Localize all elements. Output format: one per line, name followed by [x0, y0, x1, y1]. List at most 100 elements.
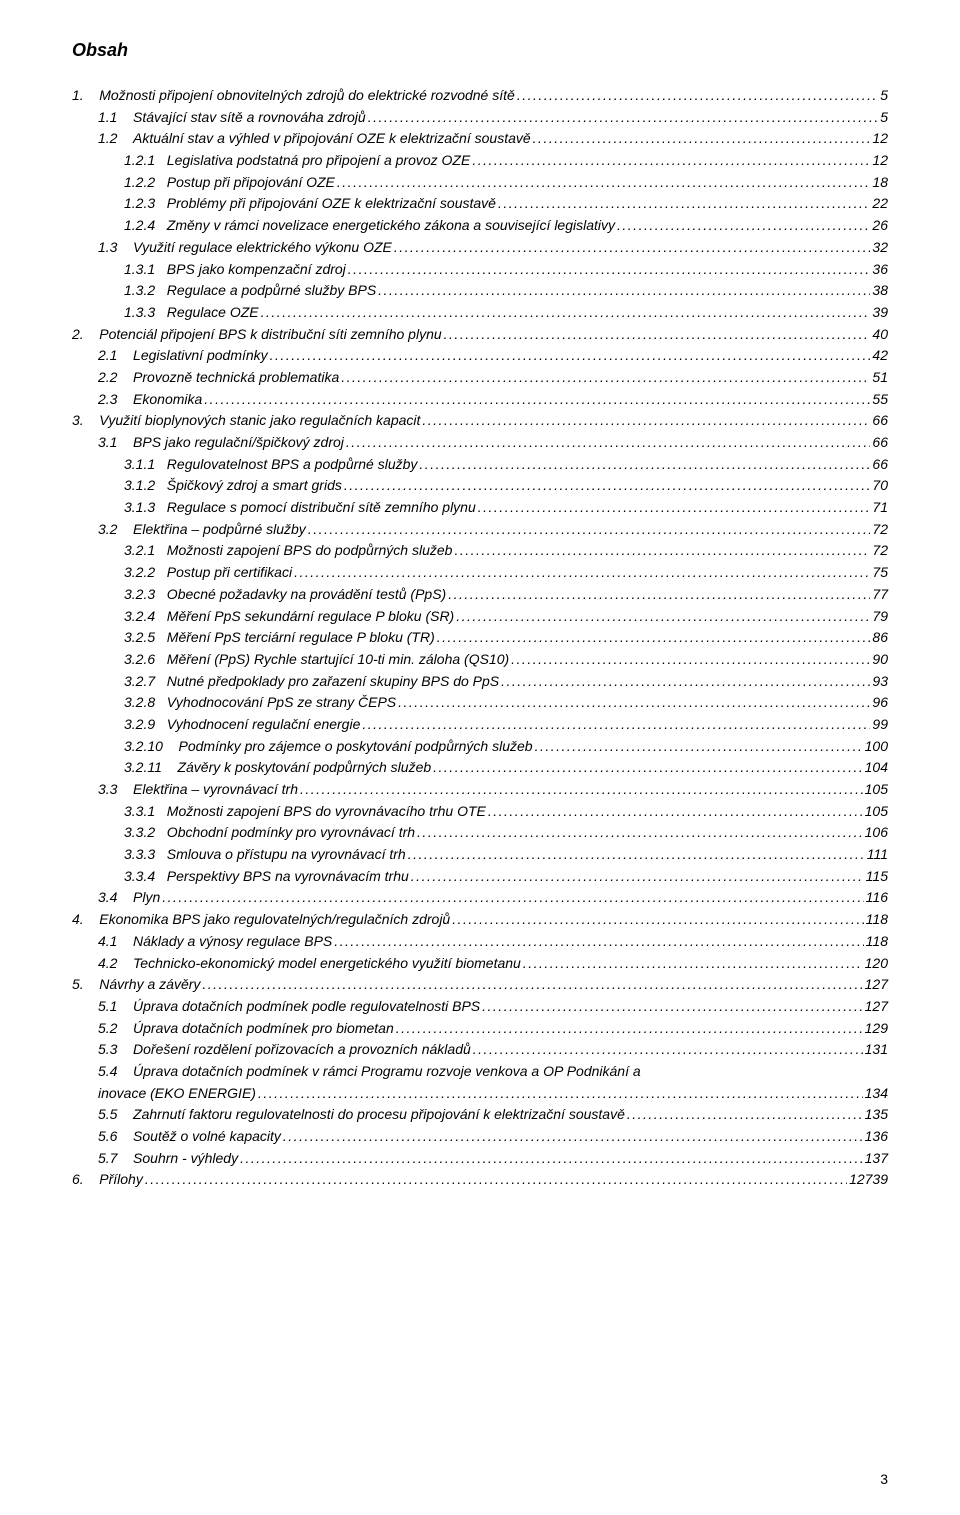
- toc-label: Vyhodnocení regulační energie: [155, 714, 360, 736]
- toc-number: 3.2.2: [124, 562, 155, 584]
- toc-entry: 3.2.2 Postup při certifikaci75: [72, 562, 888, 584]
- toc-label: Možnosti zapojení BPS do vyrovnávacího t…: [155, 801, 486, 823]
- toc-label: Obchodní podmínky pro vyrovnávací trh: [155, 822, 415, 844]
- toc-number: 1.2.3: [124, 193, 155, 215]
- toc-entry: 6. Přílohy12739: [72, 1169, 888, 1191]
- toc-page: 120: [865, 953, 888, 975]
- toc-number: 3.2: [98, 519, 117, 541]
- toc-number: 3.2.7: [124, 671, 155, 693]
- toc-label: Návrhy a závěry: [84, 974, 201, 996]
- toc-label: Stávající stav sítě a rovnováha zdrojů: [117, 107, 365, 129]
- toc-entry: 3.1.3 Regulace s pomocí distribuční sítě…: [72, 497, 888, 519]
- toc-entry: 3.3.3 Smlouva o přístupu na vyrovnávací …: [72, 844, 888, 866]
- toc-number: 3.1: [98, 432, 117, 454]
- toc-entry: 3.1 BPS jako regulační/špičkový zdroj66: [72, 432, 888, 454]
- toc-label: Možnosti připojení obnovitelných zdrojů …: [84, 85, 515, 107]
- toc-label: Problémy při připojování OZE k elektriza…: [155, 193, 496, 215]
- toc-leader-dots: [472, 150, 870, 172]
- toc-leader-dots: [337, 172, 871, 194]
- toc-entry: 5.4 Úprava dotačních podmínek v rámci Pr…: [72, 1061, 888, 1083]
- toc-label: Měření PpS terciární regulace P bloku (T…: [155, 627, 435, 649]
- toc-leader-dots: [488, 801, 863, 823]
- toc-leader-dots: [398, 692, 870, 714]
- toc-page: 72: [872, 519, 888, 541]
- toc-page: 134: [865, 1083, 888, 1105]
- toc-number: 2.: [72, 324, 84, 346]
- toc-label: BPS jako kompenzační zdroj: [155, 259, 346, 281]
- toc-entry: 3.2 Elektřina – podpůrné služby72: [72, 519, 888, 541]
- toc-label: Náklady a výnosy regulace BPS: [117, 931, 332, 953]
- toc-number: 5.1: [98, 996, 117, 1018]
- toc-number: 3.2.11: [124, 757, 162, 779]
- toc-number: 3.2.1: [124, 540, 155, 562]
- toc-entry: 4.2 Technicko-ekonomický model energetic…: [72, 953, 888, 975]
- toc-leader-dots: [394, 237, 871, 259]
- toc-page: 105: [865, 801, 888, 823]
- toc-label: Ekonomika BPS jako regulovatelných/regul…: [84, 909, 451, 931]
- toc-page: 12: [872, 150, 888, 172]
- toc-page: 90: [872, 649, 888, 671]
- toc-leader-dots: [452, 909, 863, 931]
- toc-page: 66: [872, 454, 888, 476]
- toc-leader-dots: [523, 953, 863, 975]
- toc-number: 3.2.10: [124, 736, 163, 758]
- toc-leader-dots: [346, 432, 871, 454]
- toc-entry: 5.1 Úprava dotačních podmínek podle regu…: [72, 996, 888, 1018]
- toc-label: Nutné předpoklady pro zařazení skupiny B…: [155, 671, 499, 693]
- toc-entry: 4.1 Náklady a výnosy regulace BPS118: [72, 931, 888, 953]
- toc-entry: 3.2.11 Závěry k poskytování podpůrných s…: [72, 757, 888, 779]
- toc-entry: 3.2.1 Možnosti zapojení BPS do podpůrnýc…: [72, 540, 888, 562]
- toc-number: 3.3: [98, 779, 117, 801]
- toc-page: 118: [866, 909, 888, 931]
- toc-number: 2.1: [98, 345, 117, 367]
- toc-entry: 4. Ekonomika BPS jako regulovatelných/re…: [72, 909, 888, 931]
- toc-leader-dots: [511, 649, 870, 671]
- toc-label: Závěry k poskytování podpůrných služeb: [162, 757, 431, 779]
- toc-entry: 1.3.1 BPS jako kompenzační zdroj36: [72, 259, 888, 281]
- toc-entry: 3.2.10 Podmínky pro zájemce o poskytován…: [72, 736, 888, 758]
- toc-entry: 1.1 Stávající stav sítě a rovnováha zdro…: [72, 107, 888, 129]
- toc-entry: 1.3 Využití regulace elektrického výkonu…: [72, 237, 888, 259]
- toc-label: Regulace s pomocí distribuční sítě zemní…: [155, 497, 476, 519]
- toc-number: 4.: [72, 909, 84, 931]
- toc-number: 1.2: [98, 128, 117, 150]
- toc-leader-dots: [517, 85, 878, 107]
- toc-entry: 5.7 Souhrn - výhledy137: [72, 1148, 888, 1170]
- toc-entry: 2. Potenciál připojení BPS k distribuční…: [72, 324, 888, 346]
- toc-leader-dots: [448, 584, 870, 606]
- toc-page: 111: [867, 844, 888, 866]
- toc-leader-dots: [283, 1126, 863, 1148]
- toc-label: Využití bioplynových stanic jako regulač…: [84, 410, 421, 432]
- toc-entry: 5.5 Zahrnutí faktoru regulovatelnosti do…: [72, 1104, 888, 1126]
- toc-number: 5.3: [98, 1039, 117, 1061]
- toc-page: 72: [872, 540, 888, 562]
- toc-leader-dots: [627, 1104, 863, 1126]
- toc-label: Perspektivy BPS na vyrovnávacím trhu: [155, 866, 409, 888]
- toc-label: Podmínky pro zájemce o poskytování podpů…: [163, 736, 533, 758]
- toc-page: 18: [872, 172, 888, 194]
- toc-entry: 1.2.4 Změny v rámci novelizace energetic…: [72, 215, 888, 237]
- toc-leader-dots: [368, 107, 879, 129]
- toc-label: Špičkový zdroj a smart grids: [155, 475, 342, 497]
- toc-entry: 2.1 Legislativní podmínky42: [72, 345, 888, 367]
- toc-leader-dots: [498, 193, 870, 215]
- toc-number: 5.4: [98, 1061, 117, 1083]
- toc-label: Možnosti zapojení BPS do podpůrných služ…: [155, 540, 452, 562]
- toc-number: 5.2: [98, 1018, 117, 1040]
- toc-label: Regulovatelnost BPS a podpůrné služby: [155, 454, 417, 476]
- toc-label: inovace (EKO ENERGIE): [98, 1083, 256, 1105]
- toc-number: 3.: [72, 410, 84, 432]
- toc-page: 116: [866, 887, 888, 909]
- toc-entry: 3.3.1 Možnosti zapojení BPS do vyrovnáva…: [72, 801, 888, 823]
- toc-entry: 5. Návrhy a závěry127: [72, 974, 888, 996]
- toc-label: Technicko-ekonomický model energetického…: [117, 953, 520, 975]
- toc-page: 55: [872, 389, 888, 411]
- toc-number: 1.3.3: [124, 302, 155, 324]
- toc-label: Postup při certifikaci: [155, 562, 292, 584]
- toc-label: Potenciál připojení BPS k distribuční sí…: [84, 324, 442, 346]
- toc-label: Úprava dotačních podmínek v rámci Progra…: [117, 1061, 640, 1083]
- toc-number: 1.2.2: [124, 172, 155, 194]
- toc-leader-dots: [411, 866, 864, 888]
- toc-number: 1.: [72, 85, 84, 107]
- toc-page: 12: [872, 128, 888, 150]
